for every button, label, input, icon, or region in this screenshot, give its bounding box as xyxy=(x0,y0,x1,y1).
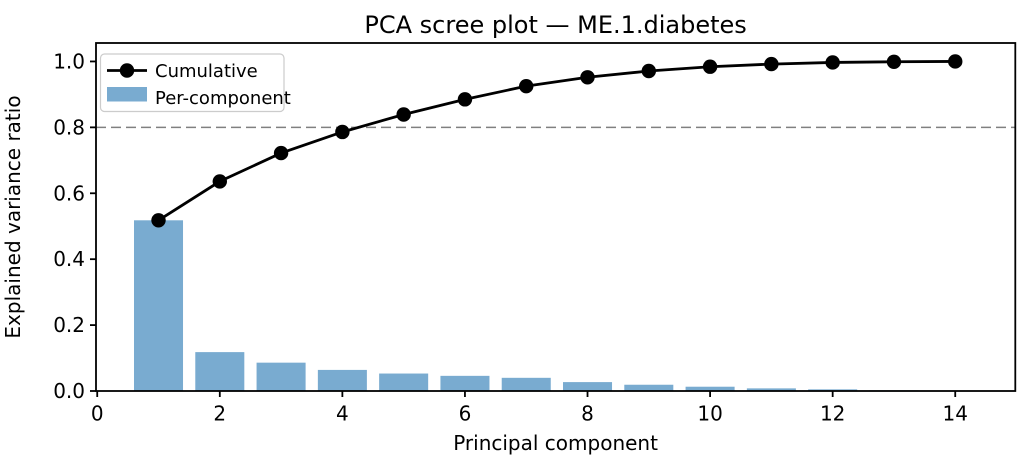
legend: Cumulative Per-component xyxy=(101,54,291,112)
y-tick-label-0.2: 0.2 xyxy=(53,313,85,337)
cumulative-point-pc13 xyxy=(887,55,901,69)
cumulative-point-pc2 xyxy=(213,174,227,188)
legend-per-component-swatch xyxy=(107,87,147,102)
cumulative-point-pc7 xyxy=(519,79,533,93)
plot-title: PCA scree plot — ME.1.diabetes xyxy=(364,11,746,39)
x-tick-label-0: 0 xyxy=(91,402,104,426)
bar-pc6 xyxy=(440,376,489,391)
y-tick-label-0.6: 0.6 xyxy=(53,181,85,205)
cumulative-point-pc9 xyxy=(642,64,656,78)
y-tick-label-1.0: 1.0 xyxy=(53,49,85,73)
cumulative-point-pc14 xyxy=(948,54,962,68)
y-tick-label-0.0: 0.0 xyxy=(53,379,85,403)
bar-pc3 xyxy=(257,363,306,391)
x-tick-label-4: 4 xyxy=(336,402,349,426)
cumulative-point-pc6 xyxy=(458,92,472,106)
cumulative-point-pc10 xyxy=(703,60,717,74)
bar-pc9 xyxy=(624,385,673,391)
cumulative-point-pc8 xyxy=(580,70,594,84)
legend-entry-cumulative: Cumulative xyxy=(155,61,258,82)
bar-pc2 xyxy=(195,352,244,391)
cumulative-point-pc4 xyxy=(335,125,349,139)
bar-pc5 xyxy=(379,374,428,391)
legend-cumulative-marker-icon xyxy=(120,63,134,77)
x-tick-label-12: 12 xyxy=(820,402,845,426)
x-tick-label-10: 10 xyxy=(697,402,722,426)
cumulative-point-pc12 xyxy=(825,55,839,69)
bar-pc4 xyxy=(318,370,367,391)
bar-pc1 xyxy=(134,220,183,391)
cumulative-point-pc5 xyxy=(396,107,410,121)
legend-entry-per-component: Per-component xyxy=(155,88,291,109)
x-tick-label-14: 14 xyxy=(943,402,968,426)
x-tick-label-8: 8 xyxy=(581,402,594,426)
y-tick-label-0.4: 0.4 xyxy=(53,247,85,271)
x-tick-label-6: 6 xyxy=(459,402,472,426)
x-axis-label: Principal component xyxy=(453,431,658,455)
y-tick-label-0.8: 0.8 xyxy=(53,115,85,139)
bar-pc8 xyxy=(563,382,612,391)
x-tick-label-2: 2 xyxy=(213,402,226,426)
bars-group xyxy=(134,220,980,391)
y-axis-label: Explained variance ratio xyxy=(1,95,25,338)
cumulative-point-pc11 xyxy=(764,57,778,71)
cumulative-point-pc1 xyxy=(151,213,165,227)
bar-pc7 xyxy=(502,378,551,391)
cumulative-point-pc3 xyxy=(274,146,288,160)
